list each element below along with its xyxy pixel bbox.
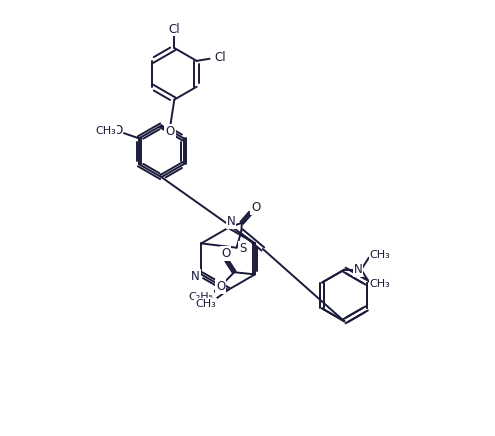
Text: O: O (221, 247, 230, 260)
Text: CH₃: CH₃ (95, 126, 116, 136)
Text: Cl: Cl (214, 51, 226, 65)
Text: O: O (113, 124, 122, 137)
Text: CH₃: CH₃ (196, 299, 216, 309)
Text: Cl: Cl (168, 23, 180, 36)
Text: N: N (192, 270, 200, 283)
Text: O: O (165, 125, 175, 138)
Text: CH₃: CH₃ (370, 279, 391, 289)
Text: S: S (239, 242, 247, 255)
Text: N: N (227, 215, 236, 228)
Text: N: N (354, 263, 362, 276)
Text: O: O (216, 280, 225, 293)
Text: C₂H₅: C₂H₅ (188, 292, 213, 302)
Text: CH₃: CH₃ (370, 250, 391, 260)
Text: O: O (251, 201, 260, 214)
